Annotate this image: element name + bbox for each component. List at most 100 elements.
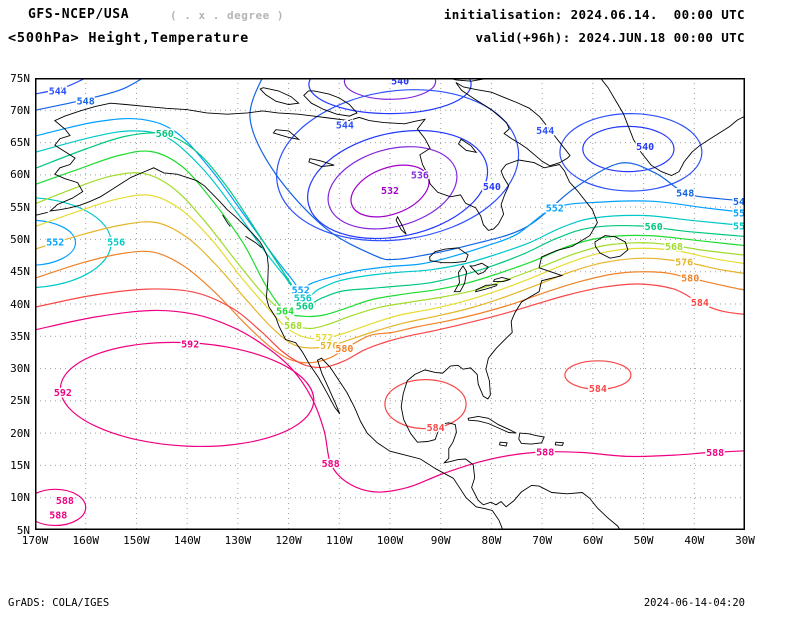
coastline bbox=[453, 265, 468, 293]
lat-tick-label: 40N bbox=[10, 297, 30, 311]
coastline bbox=[467, 415, 517, 434]
init-time-label: initialisation: 2024.06.14. 00:00 UTC bbox=[443, 7, 745, 22]
contour-label: 580 bbox=[681, 274, 699, 285]
lon-tick-label: 130W bbox=[224, 534, 252, 547]
coastline bbox=[455, 82, 571, 167]
coastline bbox=[554, 441, 565, 446]
lat-axis: 75N 70N 65N 60N 55N 50N 45N 40N 35N 30N 25N 20N 15N 1… bbox=[0, 0, 33, 618]
contour-label: 576 bbox=[320, 341, 338, 352]
lon-tick-label: 50W bbox=[633, 534, 654, 547]
coastline bbox=[303, 90, 358, 117]
contour-label: 556 bbox=[733, 221, 745, 232]
contour-572 bbox=[35, 194, 745, 340]
contour-label: 588 bbox=[322, 459, 340, 470]
lat-tick-label: 5N bbox=[16, 523, 30, 537]
contour-label: 548 bbox=[676, 188, 694, 199]
lat-tick-label: 25N bbox=[10, 394, 30, 408]
coastline bbox=[245, 235, 262, 249]
lon-tick-label: 100W bbox=[376, 534, 404, 547]
contour-584 bbox=[564, 360, 632, 390]
coastline bbox=[492, 277, 512, 282]
contour-588 bbox=[35, 488, 87, 527]
coastline bbox=[475, 284, 498, 293]
contour-label: 584 bbox=[427, 423, 445, 434]
contour-576 bbox=[35, 221, 745, 349]
contour-544 bbox=[559, 113, 703, 192]
lon-tick-label: 160W bbox=[72, 534, 99, 547]
contour-label: 592 bbox=[181, 340, 199, 351]
coastline bbox=[457, 138, 478, 153]
contour-label: 540 bbox=[636, 142, 654, 153]
contour-568 bbox=[35, 172, 745, 330]
contour-label: 584 bbox=[691, 298, 709, 309]
contour-label: 568 bbox=[665, 242, 683, 253]
render-timestamp: 2024-06-14-04:20 bbox=[643, 597, 745, 609]
contour-544 bbox=[35, 78, 87, 95]
contour-label: 540 bbox=[391, 78, 409, 88]
lon-tick-label: 150W bbox=[123, 534, 150, 547]
field-title: <500hPa> Height,Temperature bbox=[8, 30, 250, 46]
contour-label: 576 bbox=[675, 258, 693, 269]
lon-tick-label: 60W bbox=[582, 534, 603, 547]
lat-tick-label: 45N bbox=[10, 265, 30, 279]
lon-tick-label: 170W bbox=[21, 534, 49, 547]
contour-540 bbox=[308, 78, 472, 115]
contour-label: 564 bbox=[276, 307, 294, 318]
contour-560 bbox=[35, 132, 745, 307]
contour-label: 536 bbox=[411, 170, 429, 181]
lat-tick-label: 15N bbox=[10, 458, 30, 472]
coastline bbox=[594, 235, 629, 259]
lat-tick-label: 50N bbox=[10, 232, 30, 246]
coastline bbox=[222, 214, 231, 227]
contour-548 bbox=[249, 78, 745, 261]
coastline bbox=[395, 215, 407, 235]
lat-tick-label: 70N bbox=[10, 103, 30, 117]
contour-label: 560 bbox=[645, 222, 663, 233]
contour-label: 592 bbox=[54, 388, 72, 399]
coastline bbox=[518, 432, 545, 445]
lon-tick-label: 30W bbox=[735, 534, 755, 547]
lon-tick-label: 70W bbox=[532, 534, 553, 547]
contour-label: 532 bbox=[381, 186, 399, 197]
contour-label: 560 bbox=[296, 301, 314, 312]
map-panel: 5405445445365325405405445485485485525565… bbox=[35, 78, 745, 530]
lat-tick-label: 60N bbox=[10, 168, 30, 182]
contour-label: 568 bbox=[284, 321, 302, 332]
contour-556 bbox=[35, 197, 112, 289]
contour-label: 588 bbox=[706, 448, 724, 459]
grid-resolution-note: ( . x . degree ) bbox=[170, 9, 284, 22]
lat-tick-label: 75N bbox=[10, 71, 30, 85]
map-border bbox=[35, 78, 745, 530]
contour-label: 548 bbox=[733, 197, 745, 208]
contour-labels: 5405445445365325405405445485485485525565… bbox=[45, 78, 745, 523]
lon-tick-label: 90W bbox=[430, 534, 451, 547]
contour-536 bbox=[327, 146, 458, 230]
contour-label: 540 bbox=[483, 182, 501, 193]
coastline bbox=[429, 247, 469, 264]
contour-label: 544 bbox=[336, 121, 354, 132]
coastline bbox=[35, 211, 48, 216]
contour-580 bbox=[35, 250, 745, 364]
contour-588 bbox=[35, 309, 745, 493]
coastline bbox=[599, 78, 745, 176]
contour-label: 552 bbox=[733, 209, 745, 220]
coastline bbox=[259, 87, 300, 105]
contour-540 bbox=[307, 129, 489, 240]
lat-tick-label: 10N bbox=[10, 491, 30, 505]
contour-564 bbox=[35, 150, 745, 318]
contour-label: 588 bbox=[49, 511, 67, 522]
valid-time-label: valid(+96h): 2024.JUN.18 00:00 UTC bbox=[475, 30, 745, 45]
contour-label: 588 bbox=[56, 496, 74, 507]
coastline bbox=[469, 262, 490, 275]
contours bbox=[35, 78, 745, 527]
lon-tick-label: 140W bbox=[173, 534, 201, 547]
contour-map: 5405445445365325405405445485485485525565… bbox=[35, 78, 745, 530]
contour-584 bbox=[35, 283, 745, 369]
lat-tick-label: 55N bbox=[10, 200, 30, 214]
lat-tick-label: 35N bbox=[10, 329, 30, 343]
graticule bbox=[35, 78, 745, 530]
coastline bbox=[498, 441, 508, 447]
contour-552 bbox=[35, 219, 77, 266]
